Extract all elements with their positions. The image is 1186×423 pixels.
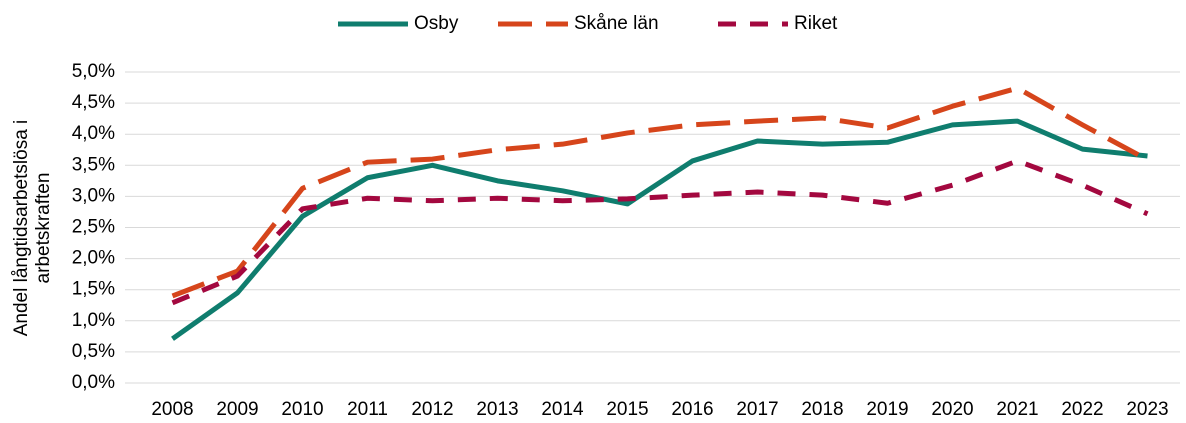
- x-tick-label: 2016: [671, 399, 713, 420]
- x-tick-label: 2023: [1126, 399, 1168, 420]
- x-tick-label: 2022: [1061, 399, 1103, 420]
- x-tick-label: 2021: [996, 399, 1038, 420]
- x-tick-label: 2015: [606, 399, 648, 420]
- y-tick-label: 1,5%: [72, 279, 115, 300]
- x-tick-label: 2017: [736, 399, 778, 420]
- series-line: [171, 158, 1149, 306]
- y-tick-label: 5,0%: [72, 61, 115, 82]
- y-tick-label: 3,0%: [72, 185, 115, 206]
- legend-label: Riket: [794, 13, 838, 34]
- y-tick-label: 4,5%: [72, 92, 115, 113]
- x-tick-label: 2009: [216, 399, 258, 420]
- x-tick-label: 2019: [866, 399, 908, 420]
- x-tick-label: 2012: [411, 399, 453, 420]
- x-tick-label: 2018: [801, 399, 843, 420]
- x-tick-label: 2008: [151, 399, 193, 420]
- y-axis-label: Andel långtidsarbetslösa i: [11, 120, 32, 337]
- y-tick-label: 1,0%: [72, 310, 115, 331]
- legend-label: Osby: [414, 13, 459, 34]
- y-tick-label: 3,5%: [72, 154, 115, 175]
- series-line: [171, 85, 1149, 299]
- y-tick-label: 4,0%: [72, 123, 115, 144]
- x-tick-label: 2013: [476, 399, 518, 420]
- legend-label: Skåne län: [574, 13, 659, 34]
- x-tick-label: 2014: [541, 399, 584, 420]
- x-tick-label: 2010: [281, 399, 323, 420]
- y-tick-label: 0,0%: [72, 372, 115, 393]
- y-tick-label: 2,5%: [72, 217, 115, 238]
- x-tick-label: 2020: [931, 399, 973, 420]
- y-tick-label: 0,5%: [72, 341, 115, 362]
- series-line: [171, 118, 1148, 341]
- y-axis-label: arbetskraften: [33, 173, 54, 284]
- x-tick-label: 2011: [347, 399, 388, 420]
- y-tick-label: 2,0%: [72, 248, 115, 269]
